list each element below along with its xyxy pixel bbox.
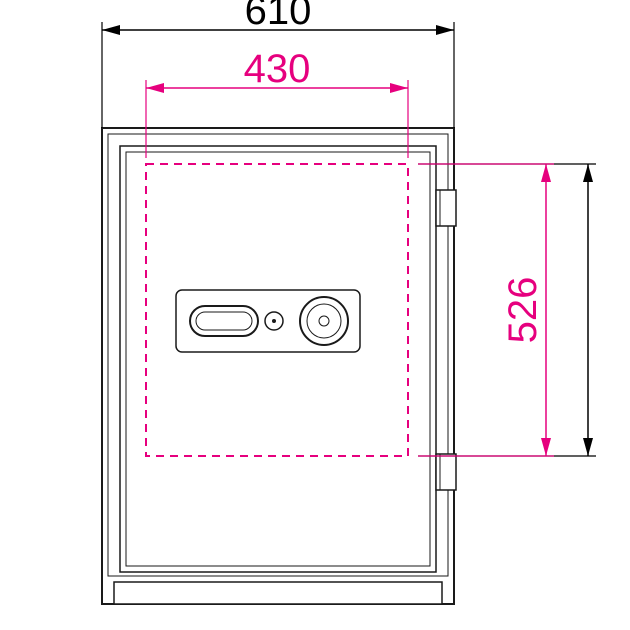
dim-width-outer-label: 610 — [245, 0, 312, 33]
arrowhead — [541, 164, 551, 182]
diagram-stage: 610 430 526 — [0, 0, 630, 630]
arrowhead — [102, 25, 120, 35]
dim-width-inner-label: 430 — [244, 47, 311, 91]
dim-height-inner-label: 526 — [501, 277, 545, 344]
arrowhead — [583, 438, 593, 456]
arrowhead — [146, 83, 164, 93]
arrowhead — [541, 438, 551, 456]
arrowhead — [390, 83, 408, 93]
arrowhead — [583, 164, 593, 182]
keyhole-dot — [272, 319, 276, 323]
diagram-svg: 610 430 526 — [0, 0, 630, 630]
safe-door — [120, 146, 436, 572]
hinge-0 — [436, 190, 456, 226]
arrowhead — [436, 25, 454, 35]
safe-base — [114, 582, 442, 604]
hinge-1 — [436, 454, 456, 490]
